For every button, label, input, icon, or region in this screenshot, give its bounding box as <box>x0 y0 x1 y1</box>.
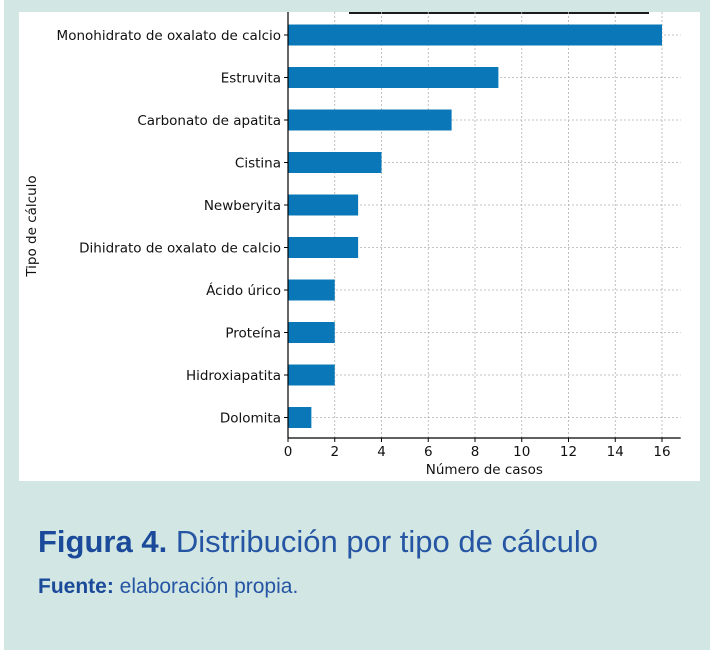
x-tick-label: 12 <box>560 444 577 460</box>
y-axis-label: Tipo de cálculo <box>24 175 40 277</box>
y-tick-label: Proteína <box>225 326 281 342</box>
figure-caption: Figura 4. Distribución por tipo de cálcu… <box>38 524 598 600</box>
bar <box>288 194 359 216</box>
x-tick-label: 8 <box>471 444 480 460</box>
y-tick-label: Estruvita <box>221 71 281 87</box>
x-tick-label: 4 <box>377 444 386 460</box>
x-tick-label: 0 <box>284 444 293 460</box>
figure-panel: Monohidrato de oxalato de calcio Estruvit… <box>4 0 710 650</box>
bar <box>288 237 359 258</box>
y-tick-label: Carbonato de apatita <box>137 113 281 129</box>
bar <box>288 364 335 386</box>
bar <box>288 407 312 428</box>
bar <box>288 279 335 301</box>
bar <box>288 67 499 88</box>
source-text: elaboración propia. <box>119 575 299 598</box>
y-tick-label: Newberyita <box>204 198 281 214</box>
x-tick-label: 14 <box>607 444 624 460</box>
bar <box>288 322 335 343</box>
figure-title: Distribución por tipo de cálculo <box>175 524 598 559</box>
y-tick-label: Ácido úrico <box>206 282 281 299</box>
caption-source: Fuente: elaboración propia. <box>38 574 598 600</box>
x-axis-label: Número de casos <box>426 462 543 478</box>
bar <box>288 109 452 131</box>
y-tick-label: Dolomita <box>220 411 281 427</box>
bar-chart: Monohidrato de oxalato de calcio Estruvit… <box>24 12 681 478</box>
x-tick-label: 10 <box>513 444 530 460</box>
y-tick-label: Cistina <box>235 156 281 172</box>
y-tick-label: Dihidrato de oxalato de calcio <box>79 241 281 257</box>
source-label: Fuente: <box>38 575 114 598</box>
y-tick-label: Hidroxiapatita <box>186 368 281 384</box>
clipped-chart-title <box>349 12 649 14</box>
bar <box>288 152 382 173</box>
x-tick-label: 2 <box>330 444 339 460</box>
figure-number: Figura 4. <box>38 524 168 559</box>
x-tick-label: 6 <box>424 444 433 460</box>
bar <box>288 24 662 46</box>
x-tick-label: 16 <box>653 444 670 460</box>
y-tick-label: Monohidrato de oxalato de calcio <box>57 28 281 44</box>
caption-title: Figura 4. Distribución por tipo de cálcu… <box>38 524 598 560</box>
chart-image: Monohidrato de oxalato de calcio Estruvit… <box>19 12 700 481</box>
